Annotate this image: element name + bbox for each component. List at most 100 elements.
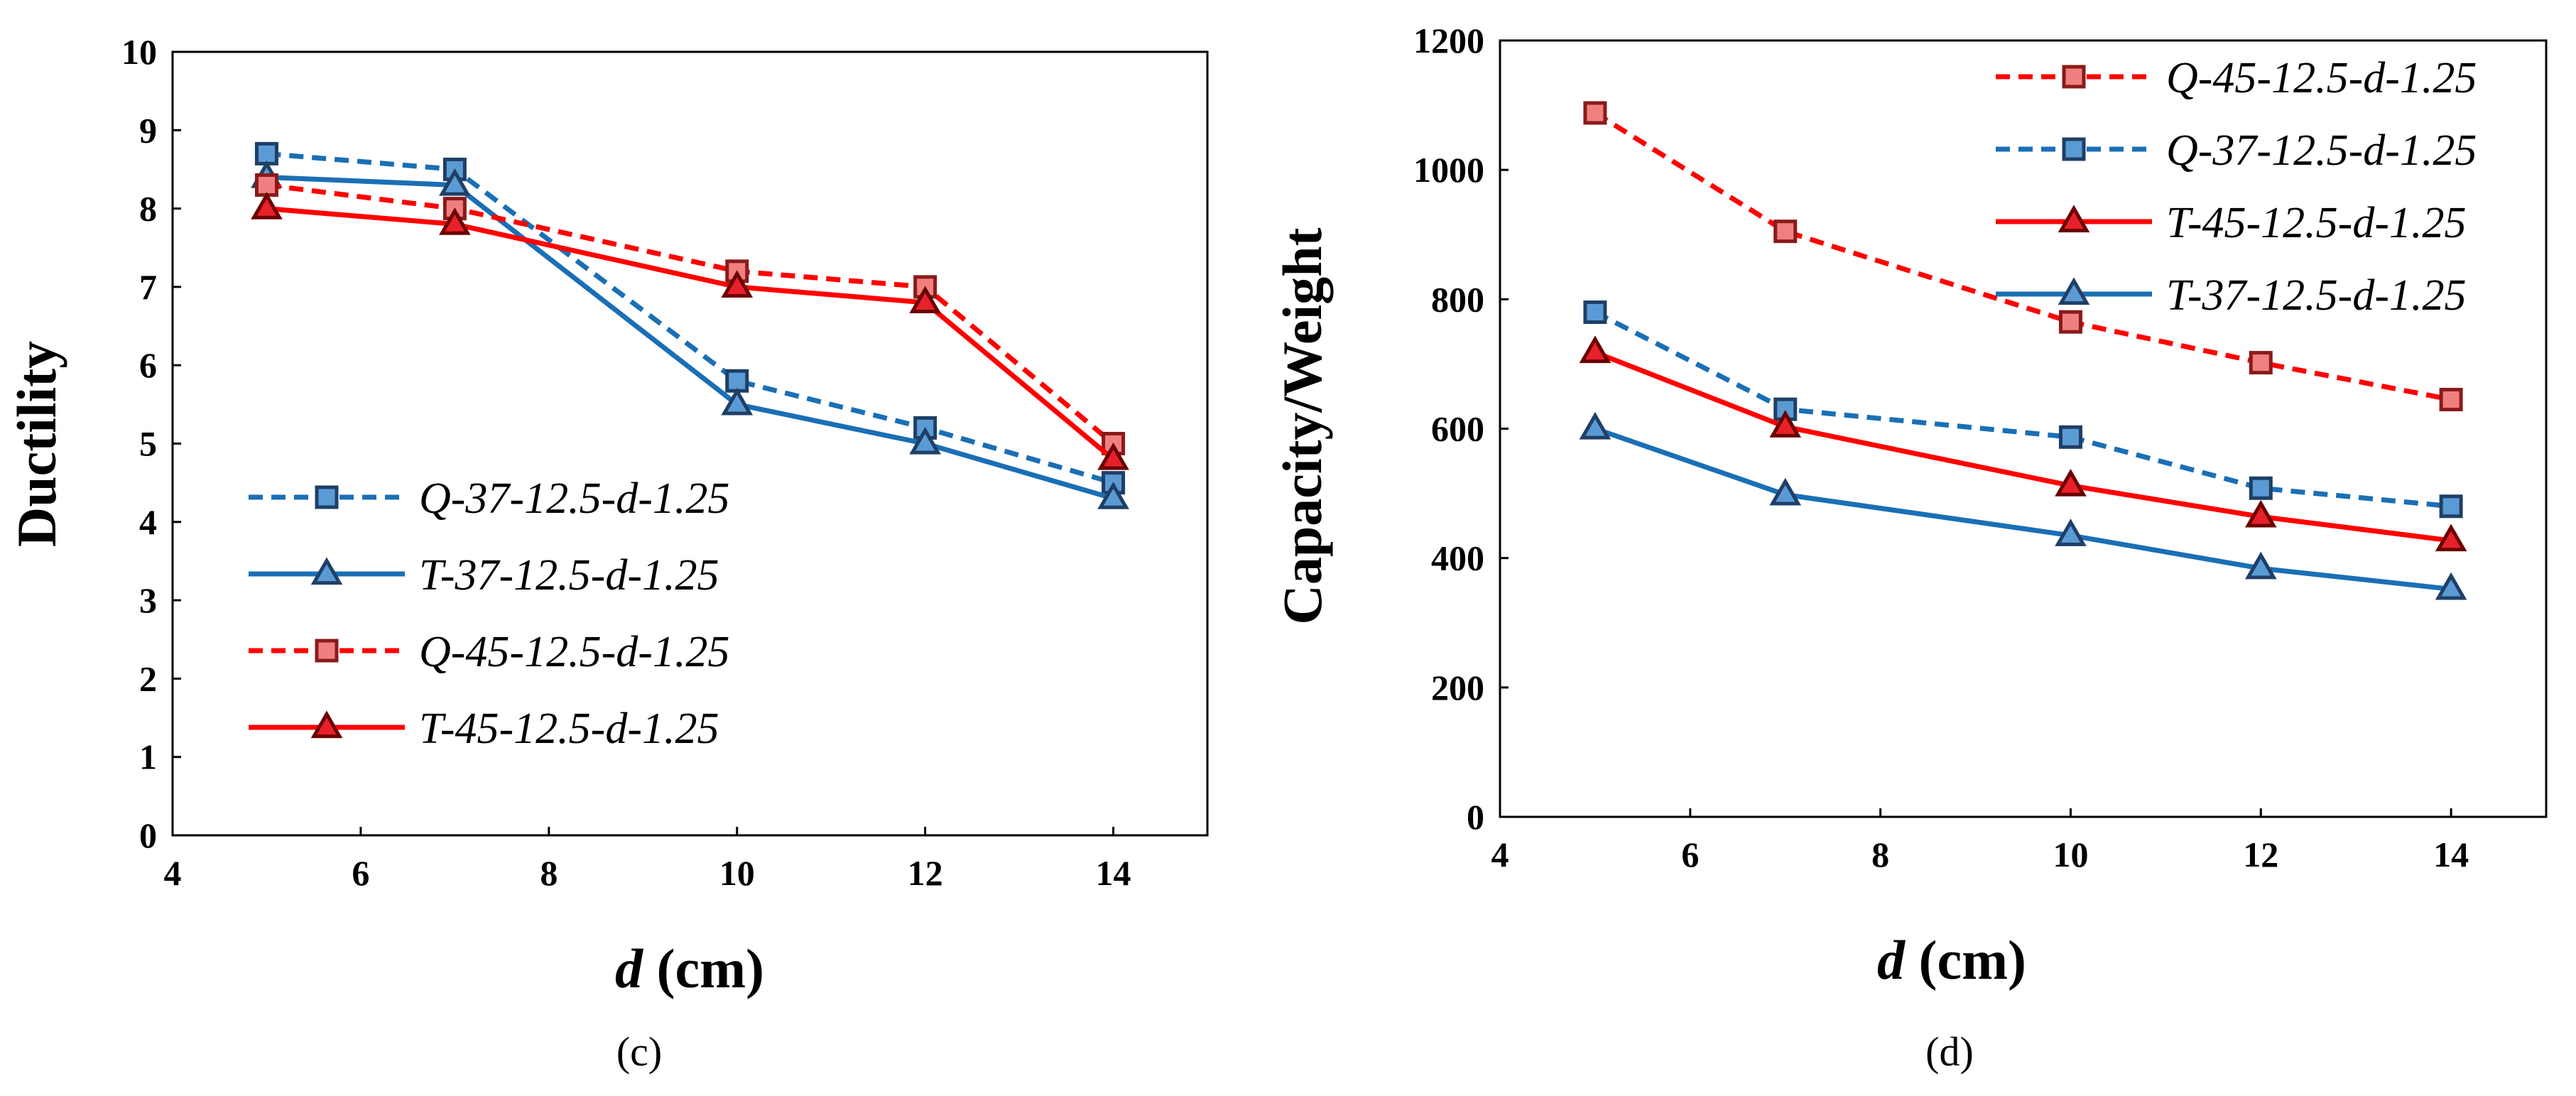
- y-tick-label: 6: [139, 345, 157, 385]
- y-tick-label: 1: [139, 737, 157, 777]
- series-line: [266, 183, 1115, 446]
- series-Q-45-12.5-d-1.25: [1583, 101, 2463, 412]
- legend: Q-45-12.5-d-1.25 Q-37-12.5-d-1.25 T-45-12.…: [1996, 54, 2477, 320]
- x-axis-title: d (cm): [1877, 929, 2026, 991]
- data-point: [1579, 335, 1612, 364]
- legend-item: Q-37-12.5-d-1.25: [249, 474, 729, 523]
- x-axis-title-unit: (cm): [1905, 929, 2026, 991]
- data-point: [254, 141, 278, 166]
- x-axis-title-variable: d: [1877, 929, 1906, 991]
- legend-label: T-37-12.5-d-1.25: [419, 551, 719, 599]
- x-tick-label: 6: [1681, 835, 1699, 874]
- chart-panel-1: 0 200 400 600 800 1000 1200 4 6 8 10 12 14 Capacity/W…: [1271, 21, 2548, 1075]
- series-Q-37-12.5-d-1.25: [254, 141, 1126, 495]
- data-point: [2249, 351, 2273, 375]
- data-point: [909, 426, 941, 455]
- y-tick-label: 9: [139, 110, 157, 150]
- data-point: [2439, 388, 2463, 412]
- data-point: [439, 207, 471, 235]
- x-tick-label: 12: [2243, 835, 2278, 874]
- data-point: [1769, 477, 1802, 506]
- data-point: [1583, 101, 1607, 125]
- legend-swatch-marker: [2058, 277, 2090, 305]
- x-tick-label: 8: [1871, 835, 1889, 874]
- legend-label: Q-37-12.5-d-1.25: [419, 474, 729, 523]
- legend-label: Q-45-12.5-d-1.25: [2166, 54, 2477, 102]
- legend-label: Q-37-12.5-d-1.25: [2166, 126, 2477, 175]
- legend-item: Q-37-12.5-d-1.25: [1996, 126, 2477, 175]
- data-point: [2244, 499, 2277, 528]
- x-tick-label: 10: [2053, 835, 2088, 874]
- legend-item: Q-45-12.5-d-1.25: [249, 628, 729, 676]
- y-tick-label: 5: [139, 424, 157, 464]
- data-point: [1097, 482, 1129, 509]
- x-axis-title-unit: (cm): [643, 938, 764, 999]
- y-tick-label: 3: [139, 580, 157, 620]
- series-line: [266, 174, 1114, 501]
- data-point: [2055, 519, 2087, 546]
- legend-swatch-marker: [310, 557, 343, 585]
- series-line: [266, 151, 1114, 486]
- data-point: [721, 270, 754, 298]
- data-point: [2058, 310, 2082, 334]
- legend-item: T-37-12.5-d-1.25: [1996, 271, 2466, 320]
- data-point: [1097, 442, 1129, 470]
- panel-label: (d): [1925, 1029, 1974, 1075]
- series-Q-37-12.5-d-1.25: [1583, 300, 2463, 519]
- legend: Q-37-12.5-d-1.25 T-37-12.5-d-1.25 Q-45-12.…: [249, 474, 729, 753]
- y-axis-title: Ductility: [6, 341, 67, 547]
- x-tick-label: 10: [719, 853, 755, 893]
- legend-label: T-45-12.5-d-1.25: [2166, 199, 2466, 247]
- x-axis-title: d (cm): [615, 938, 764, 999]
- data-point: [2435, 572, 2467, 600]
- data-point: [2058, 425, 2082, 449]
- legend-label: T-37-12.5-d-1.25: [2166, 271, 2466, 320]
- data-point: [251, 191, 283, 219]
- x-tick-label: 6: [352, 853, 369, 893]
- data-point: [1579, 411, 1612, 440]
- y-tick-label: 0: [1467, 797, 1484, 837]
- legend-item: T-45-12.5-d-1.25: [1996, 199, 2466, 247]
- x-tick-label: 8: [540, 853, 558, 893]
- y-tick-label: 800: [1431, 279, 1484, 319]
- series-T-45-12.5-d-1.25: [1579, 335, 2467, 552]
- x-axis-title-variable: d: [615, 938, 643, 999]
- legend-swatch-marker: [2062, 137, 2086, 161]
- y-tick-label: 200: [1431, 668, 1484, 707]
- y-tick-label: 0: [139, 815, 157, 855]
- data-point: [2249, 476, 2273, 500]
- data-point: [909, 286, 941, 314]
- y-tick-label: 600: [1431, 409, 1484, 449]
- legend-label: Q-45-12.5-d-1.25: [419, 628, 729, 676]
- legend-item: Q-45-12.5-d-1.25: [1996, 54, 2477, 102]
- y-tick-label: 1200: [1413, 21, 1484, 60]
- data-point: [2244, 551, 2277, 580]
- data-point: [1769, 410, 1802, 438]
- series-T-37-12.5-d-1.25: [1579, 411, 2467, 600]
- x-tick-label: 4: [164, 853, 182, 893]
- y-tick-label: 2: [139, 658, 157, 698]
- legend-swatch-marker: [310, 710, 343, 739]
- data-point: [721, 387, 754, 416]
- data-point: [1773, 219, 1798, 244]
- data-point: [725, 369, 749, 393]
- series-line: [1594, 349, 2452, 543]
- legend-swatch-marker: [2058, 205, 2090, 233]
- x-tick-label: 14: [1096, 853, 1131, 893]
- y-tick-label: 4: [139, 502, 157, 542]
- series-T-37-12.5-d-1.25: [251, 160, 1129, 509]
- legend-item: T-45-12.5-d-1.25: [249, 705, 719, 753]
- panel-label: (c): [616, 1029, 662, 1075]
- x-tick-label: 12: [908, 853, 943, 893]
- legend-label: T-45-12.5-d-1.25: [419, 705, 719, 753]
- series-line: [266, 206, 1115, 462]
- legend-swatch-marker: [2062, 65, 2086, 89]
- y-tick-label: 400: [1431, 538, 1484, 578]
- x-tick-label: 4: [1491, 835, 1509, 874]
- data-point: [2439, 494, 2463, 519]
- data-point: [2435, 523, 2467, 552]
- series-line: [1594, 426, 2452, 592]
- y-tick-label: 10: [121, 32, 157, 72]
